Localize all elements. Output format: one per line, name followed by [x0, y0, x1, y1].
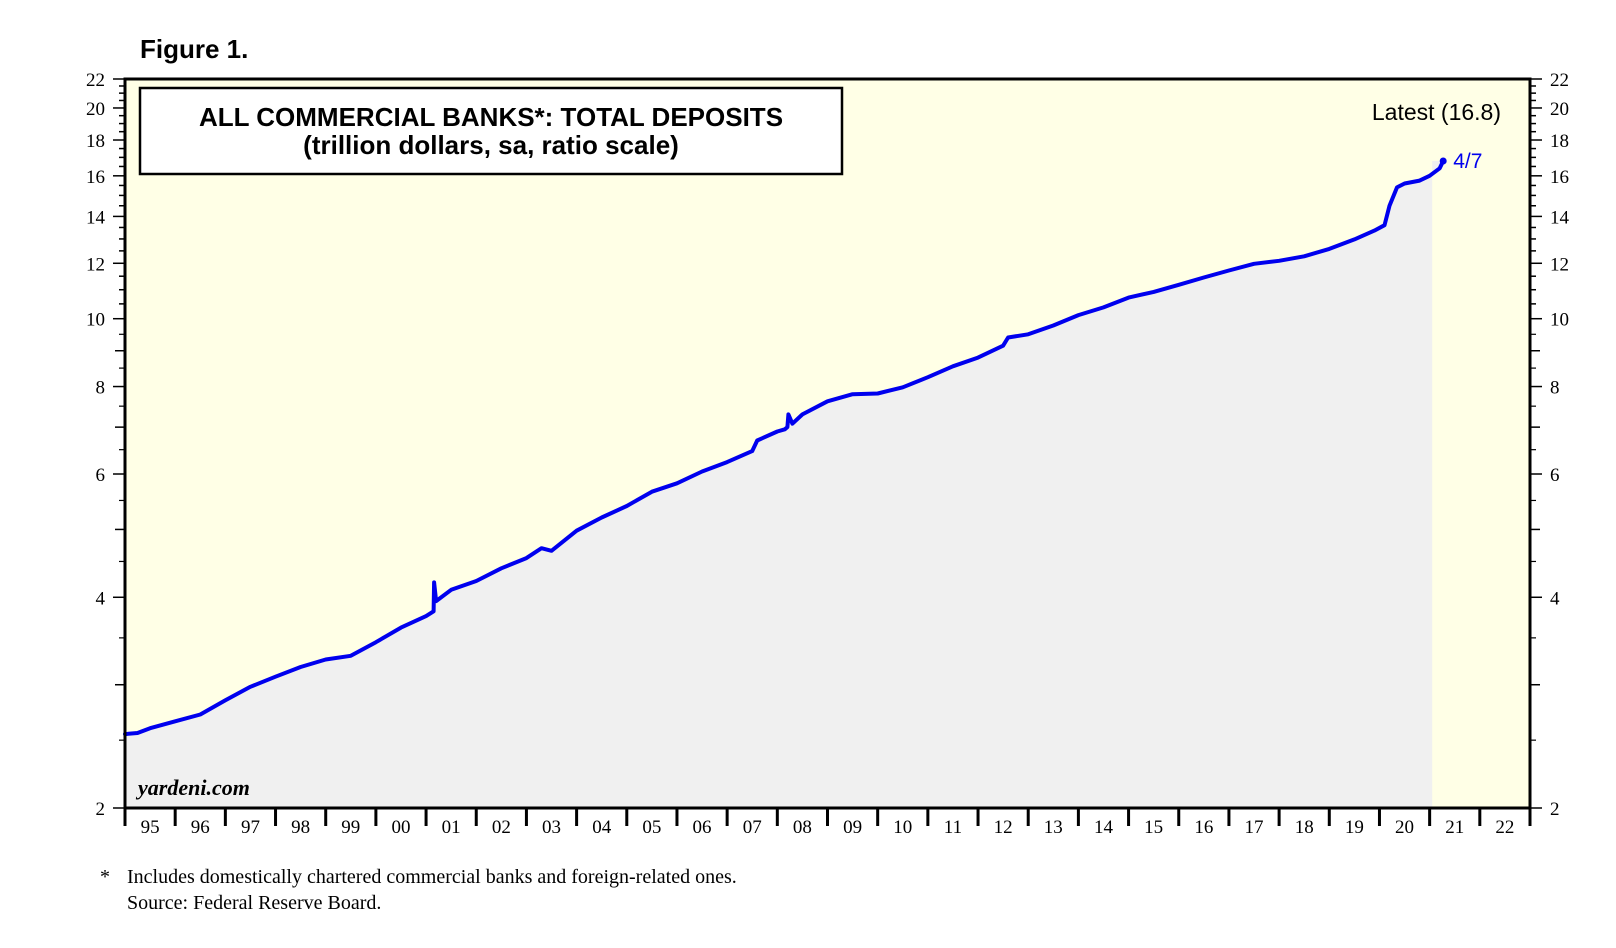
watermark: yardeni.com	[135, 775, 250, 800]
area-under-line	[125, 161, 1444, 808]
x-tick-label: 21	[1445, 817, 1464, 838]
x-tick-label: 17	[1245, 817, 1264, 838]
latest-value-label: Latest (16.8)	[1372, 99, 1501, 125]
footnote-text: Includes domestically chartered commerci…	[127, 866, 737, 888]
x-tick-label: 12	[994, 817, 1013, 838]
y-label-right: 10	[1550, 310, 1569, 331]
y-label-right: 6	[1550, 465, 1560, 486]
y-label-right: 4	[1550, 588, 1560, 609]
y-label-left: 18	[86, 131, 105, 152]
x-tick-label: 01	[442, 817, 461, 838]
x-tick-label: 11	[944, 817, 962, 838]
y-label-right: 12	[1550, 254, 1569, 275]
x-tick-label: 97	[241, 817, 260, 838]
y-axis-left-labels: 2 4 6 8 10 12 14 16 18 20 22	[86, 70, 106, 820]
footnote-marker: *	[100, 866, 110, 888]
x-tick-label: 08	[793, 817, 812, 838]
plot-frame	[123, 77, 1532, 810]
x-tick-label: 15	[1144, 817, 1163, 838]
x-tick-label: 02	[492, 817, 511, 838]
x-tick-label: 22	[1495, 817, 1514, 838]
y-label-left: 8	[96, 378, 106, 399]
x-tick-label: 14	[1094, 817, 1114, 838]
x-tick-label: 07	[743, 817, 762, 838]
x-tick-label: 19	[1345, 817, 1364, 838]
end-date-label: 4/7	[1453, 150, 1482, 173]
x-tick-label: 04	[592, 817, 612, 838]
title-box-border	[138, 86, 844, 176]
x-tick-label: 03	[542, 817, 561, 838]
y-label-right: 22	[1550, 70, 1569, 91]
y-label-left: 12	[86, 254, 105, 275]
chart-subtitle: (trillion dollars, sa, ratio scale)	[303, 130, 679, 160]
y-label-right: 16	[1550, 167, 1569, 188]
x-tick-label: 16	[1194, 817, 1213, 838]
y-label-left: 22	[86, 70, 105, 91]
chart-title: ALL COMMERCIAL BANKS*: TOTAL DEPOSITS	[199, 102, 783, 132]
x-tick-label: 05	[642, 817, 661, 838]
x-tick-label: 13	[1044, 817, 1063, 838]
latest-point-marker	[1439, 157, 1447, 165]
y-label-left: 4	[96, 588, 106, 609]
x-axis-labels: 95 96 97 98 99 00 01 02 03 04 05 06 07 08 09 10 11 12 13 14…	[141, 817, 1515, 838]
y-label-left: 10	[86, 310, 105, 331]
x-tick-label: 18	[1295, 817, 1314, 838]
y-label-left: 20	[86, 99, 105, 120]
y-label-right: 18	[1550, 131, 1569, 152]
x-tick-label: 20	[1395, 817, 1414, 838]
x-tick-label: 95	[141, 817, 160, 838]
y-label-left: 16	[86, 167, 105, 188]
x-tick-label: 96	[191, 817, 210, 838]
x-tick-label: 10	[893, 817, 912, 838]
x-tick-label: 99	[341, 817, 360, 838]
y-label-right: 8	[1550, 378, 1560, 399]
y-label-left: 14	[86, 207, 106, 228]
series-line-total-deposits	[123, 159, 1446, 737]
y-label-right: 20	[1550, 99, 1569, 120]
y-label-right: 2	[1550, 799, 1560, 820]
y-label-left: 6	[96, 465, 106, 486]
y-label-right: 14	[1550, 207, 1570, 228]
y-label-left: 2	[96, 799, 106, 820]
y-axis-right-labels: 2 4 6 8 10 12 14 16 18 20 22	[1550, 70, 1570, 820]
x-tick-label: 06	[693, 817, 712, 838]
x-tick-label: 00	[391, 817, 410, 838]
title-box: ALL COMMERCIAL BANKS*: TOTAL DEPOSITS (t…	[138, 86, 844, 176]
source-note: Source: Federal Reserve Board.	[127, 892, 382, 914]
x-tick-label: 98	[291, 817, 310, 838]
x-tick-label: 09	[843, 817, 862, 838]
figure-label: Figure 1.	[140, 34, 249, 64]
